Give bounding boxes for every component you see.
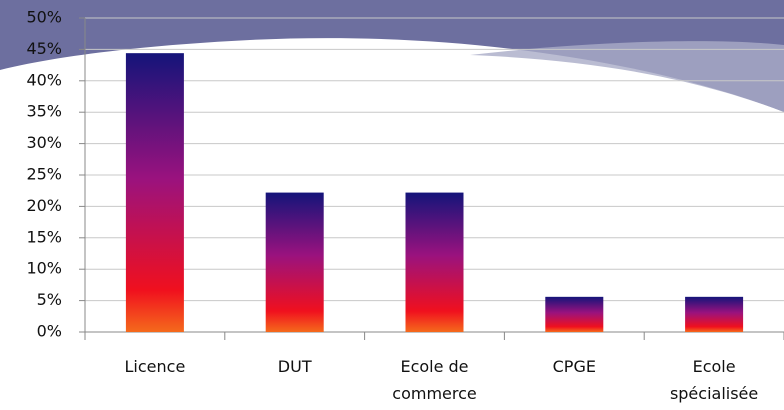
y-tick-label: 35% bbox=[26, 102, 62, 121]
y-tick-label: 40% bbox=[26, 70, 62, 89]
y-tick-label: 15% bbox=[26, 227, 62, 246]
y-tick-label: 5% bbox=[37, 290, 62, 309]
y-tick-label: 30% bbox=[26, 133, 62, 152]
x-tick-label: Ecole spécialisée bbox=[669, 357, 759, 403]
y-tick-label: 45% bbox=[26, 39, 62, 58]
y-tick-label: 25% bbox=[26, 165, 62, 184]
bar bbox=[405, 192, 464, 332]
bar bbox=[545, 296, 604, 332]
y-tick-label: 0% bbox=[37, 322, 62, 341]
y-tick-label: 10% bbox=[26, 259, 62, 278]
bar bbox=[685, 296, 744, 332]
background-wave-light bbox=[470, 41, 784, 112]
y-tick-label: 50% bbox=[26, 8, 62, 27]
x-tick-label: CPGE bbox=[552, 357, 596, 376]
x-tick-label: Licence bbox=[124, 357, 186, 376]
bar bbox=[265, 192, 324, 332]
y-tick-label: 20% bbox=[26, 196, 62, 215]
bar bbox=[125, 53, 184, 332]
x-tick-label: Ecole de commerce bbox=[392, 357, 477, 403]
x-tick-label: DUT bbox=[277, 357, 312, 376]
background-wave bbox=[0, 0, 784, 112]
